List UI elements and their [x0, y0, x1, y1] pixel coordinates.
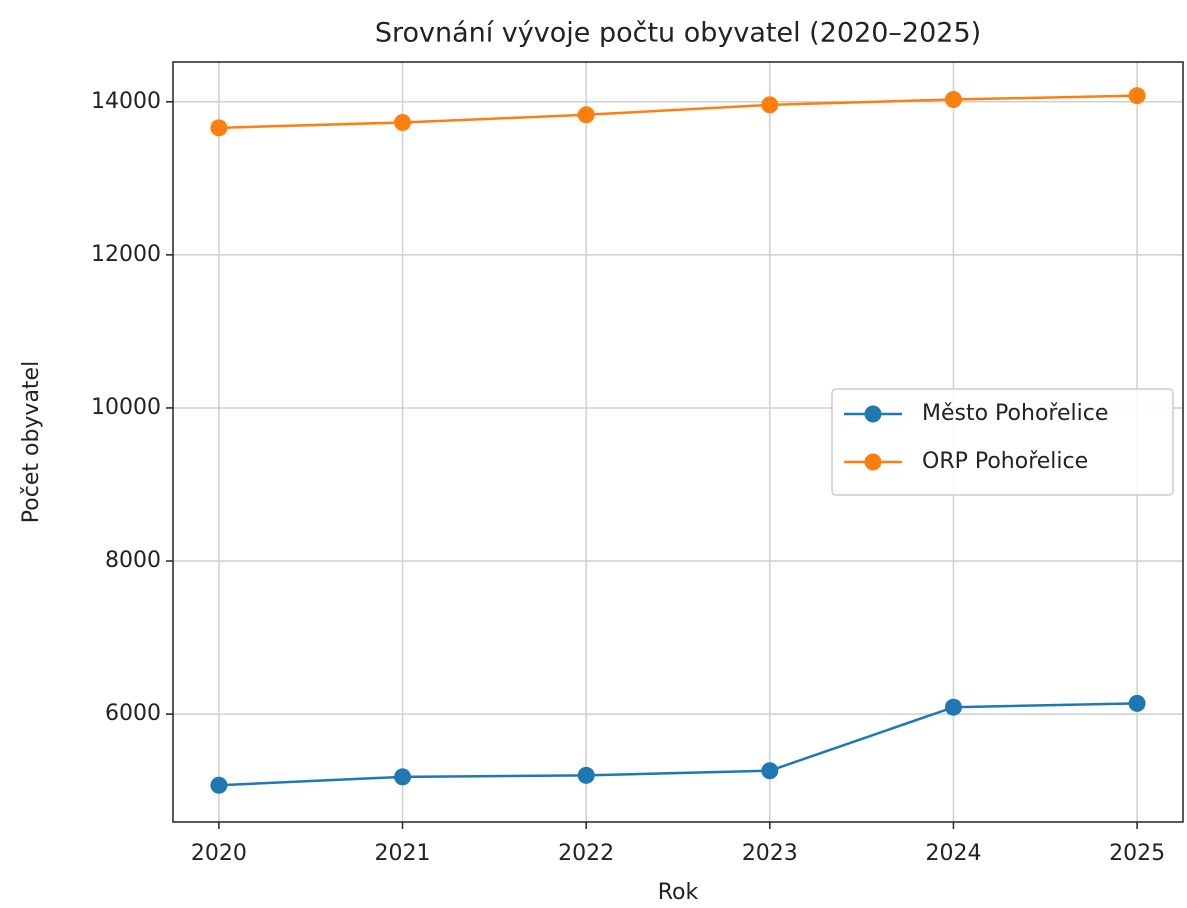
x-tick-label: 2020: [191, 841, 247, 866]
data-point: [577, 766, 595, 784]
legend: Město Pohořelice ORP Pohořelice: [831, 388, 1174, 496]
x-tick-label: 2022: [558, 841, 614, 866]
chart-title: Srovnání vývoje počtu obyvatel (2020–202…: [375, 18, 981, 49]
x-axis-label: Rok: [658, 880, 699, 905]
x-tick-label: 2023: [742, 841, 798, 866]
legend-box: [831, 388, 1174, 496]
y-tick-label: 12000: [91, 242, 161, 267]
plot-frame: [172, 61, 1184, 823]
y-tick-label: 8000: [105, 548, 161, 573]
y-tick-label: 14000: [91, 89, 161, 114]
y-axis-label: Počet obyvatel: [19, 361, 44, 523]
data-point: [394, 768, 412, 786]
x-tick-label: 2024: [925, 841, 981, 866]
y-tick-label: 6000: [105, 701, 161, 726]
data-point: [944, 91, 962, 109]
series-line: [218, 94, 1138, 130]
legend-marker: [864, 405, 882, 423]
data-point: [1128, 87, 1146, 105]
legend-label: ORP Pohořelice: [922, 449, 1088, 474]
data-point: [1128, 694, 1146, 712]
data-point: [210, 776, 228, 794]
data-point: [944, 698, 962, 716]
data-point: [761, 762, 779, 780]
data-point: [394, 113, 412, 131]
legend-marker: [864, 453, 882, 471]
y-tick-label: 10000: [91, 395, 161, 420]
series-line: [218, 702, 1138, 787]
legend-label: Město Pohořelice: [922, 401, 1108, 426]
data-point: [577, 106, 595, 124]
data-point: [761, 96, 779, 114]
x-tick-label: 2021: [375, 841, 431, 866]
data-point: [210, 119, 228, 137]
x-tick-label: 2025: [1109, 841, 1165, 866]
